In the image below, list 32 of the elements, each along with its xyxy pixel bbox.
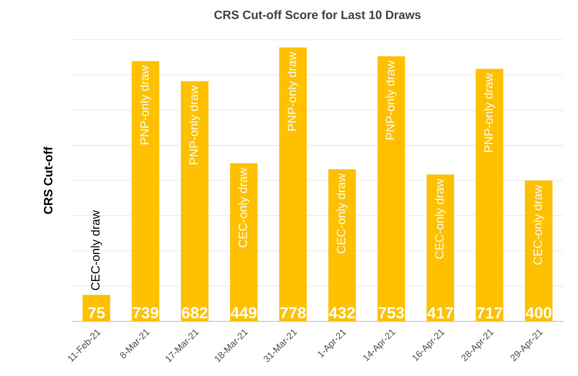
- annotation: PNP-only draw: [189, 85, 200, 164]
- annotation: CEC-only draw: [238, 167, 250, 248]
- bar: [82, 294, 110, 322]
- y-axis-title: CRS Cut-off: [44, 146, 52, 214]
- annotation: CEC-only draw: [533, 184, 544, 264]
- bar: [230, 163, 258, 322]
- data-label: 449: [230, 307, 257, 318]
- data-label: 417: [427, 307, 453, 318]
- annotation: PNP-only draw: [386, 60, 397, 140]
- data-label: 717: [476, 307, 502, 318]
- data-label: 400: [526, 307, 552, 318]
- bar: [132, 61, 160, 322]
- bar: [524, 180, 552, 322]
- bar: [476, 68, 504, 322]
- annotation: PNP-only draw: [484, 73, 496, 152]
- data-label: 682: [182, 307, 208, 318]
- bar: [180, 81, 208, 322]
- annotation: PNP-only draw: [287, 52, 299, 130]
- annotation: CEC-only draw: [90, 210, 102, 290]
- data-label: 739: [132, 307, 158, 318]
- annotation: CEC-only draw: [336, 173, 348, 254]
- data-label: 432: [329, 307, 355, 318]
- bar: [426, 174, 454, 322]
- annotation: CEC-only draw: [434, 178, 446, 259]
- bar: [279, 47, 307, 322]
- data-label: 75: [88, 307, 105, 318]
- data-label: 753: [378, 307, 404, 318]
- annotation: PNP-only draw: [140, 65, 152, 144]
- bar: [328, 169, 356, 322]
- data-label: 778: [280, 307, 306, 318]
- bar: [378, 56, 406, 322]
- chart-title: CRS Cut-off Score for Last 10 Draws: [214, 10, 421, 20]
